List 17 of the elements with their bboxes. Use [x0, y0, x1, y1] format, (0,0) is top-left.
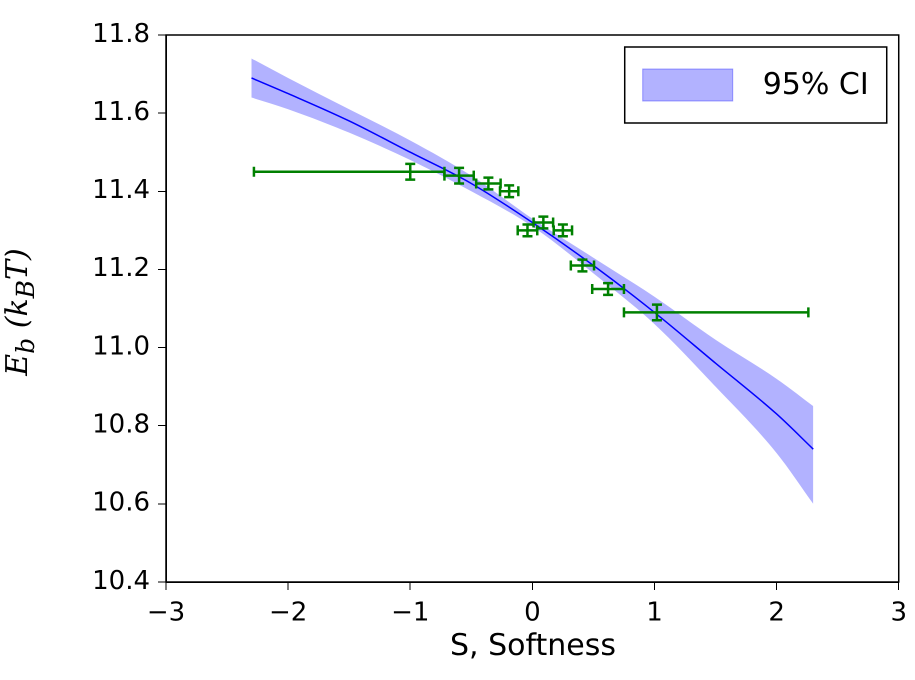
y-tick-label: 11.0	[92, 331, 150, 362]
y-tick-label: 11.2	[92, 253, 150, 284]
y-tick-label: 10.6	[92, 488, 150, 518]
x-tick-label: 3	[890, 597, 907, 628]
x-tick-label: 0	[524, 597, 541, 628]
x-tick-label: 1	[646, 597, 663, 628]
x-tick-label: −3	[146, 597, 186, 628]
y-tick-label: 11.8	[92, 18, 150, 49]
x-tick-label: −2	[268, 597, 308, 628]
y-tick-label: 11.6	[92, 96, 150, 127]
y-tick-label: 10.4	[92, 566, 150, 596]
legend-label: 95% CI	[762, 66, 869, 102]
y-tick-label: 10.8	[92, 409, 150, 440]
x-tick-label: 2	[768, 597, 785, 628]
y-tick-label: 11.4	[92, 175, 150, 206]
x-tick-label: −1	[391, 597, 430, 628]
x-axis-title: S, Softness	[448, 628, 618, 663]
